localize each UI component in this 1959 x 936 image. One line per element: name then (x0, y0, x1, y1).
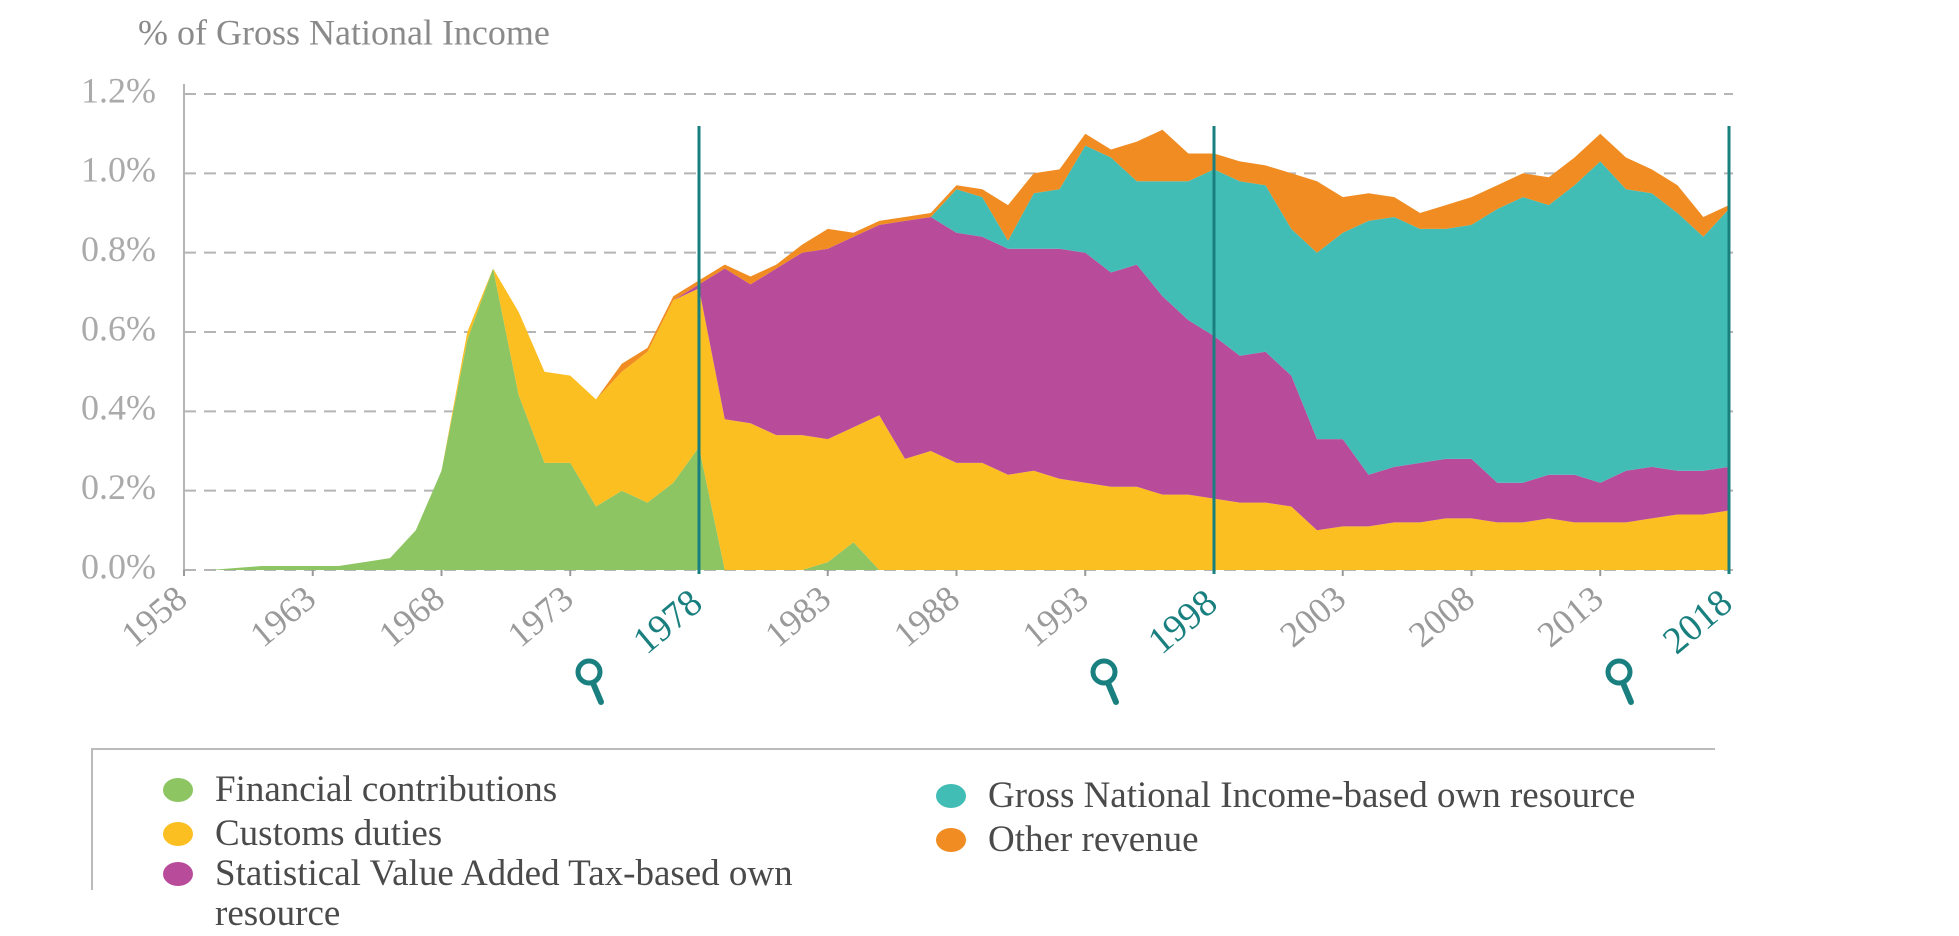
legend-item: Customs duties (163, 814, 442, 854)
area (184, 129, 1729, 570)
legend-item: Financial contributions (163, 770, 557, 810)
x-tick-label: 1958 (114, 578, 195, 655)
x-tick-label: 1963 (242, 578, 323, 655)
legend-label: Other revenue (988, 819, 1199, 860)
magnifier-handle (590, 680, 604, 705)
legend-label: Gross National Income-based own resource (988, 775, 1636, 816)
area (184, 217, 1729, 570)
legend-swatch (163, 822, 193, 846)
area (184, 268, 1729, 570)
magnifier-icon (1090, 658, 1118, 686)
magnifier-handle (1105, 680, 1119, 705)
magnifier-icon (1605, 658, 1633, 686)
legend: Financial contributions Customs duties Sta… (91, 748, 1715, 934)
area (184, 268, 1729, 570)
magnifier-icon (575, 658, 603, 686)
area (184, 145, 1729, 570)
x-tick-label: 2013 (1530, 578, 1611, 655)
y-tick-label: 0.8% (81, 229, 156, 269)
highlight-year-label: 2018 (1655, 581, 1740, 662)
legend-item: Gross National Income-based own resource (936, 776, 1635, 816)
legend-swatch (163, 778, 193, 802)
legend-label: Customs duties (215, 813, 443, 854)
legend-swatch (936, 828, 966, 852)
x-tick-label: 1988 (886, 578, 967, 655)
legend-item: Other revenue (936, 820, 1199, 860)
y-tick-label: 0.4% (81, 388, 156, 428)
legend-swatch (163, 862, 193, 886)
x-tick-label: 1993 (1015, 578, 1096, 655)
legend-label: Statistical Value Added Tax-based own re… (215, 853, 793, 934)
legend-swatch (936, 784, 966, 808)
legend-item: Statistical Value Added Tax-based own re… (163, 854, 803, 934)
x-tick-label: 1983 (757, 578, 838, 655)
highlight-year-label: 1978 (625, 581, 710, 662)
x-tick-label: 1968 (371, 578, 452, 655)
y-tick-label: 1.0% (81, 150, 156, 190)
highlight-year-label: 1998 (1140, 581, 1225, 662)
x-tick-label: 2008 (1401, 578, 1482, 655)
x-tick-label: 2003 (1272, 578, 1353, 655)
y-tick-label: 0.2% (81, 467, 156, 507)
y-tick-label: 1.2% (81, 70, 156, 110)
x-tick-label: 1973 (500, 578, 581, 655)
chart-title: % of Gross National Income (138, 12, 550, 52)
y-tick-label: 0.0% (81, 546, 156, 586)
chart: % of Gross National Income 0.0% 0.2% 0.4% 0… (81, 12, 1740, 705)
legend-label: Financial contributions (215, 769, 558, 810)
y-tick-label: 0.6% (81, 308, 156, 348)
magnifier-handle (1620, 680, 1634, 705)
